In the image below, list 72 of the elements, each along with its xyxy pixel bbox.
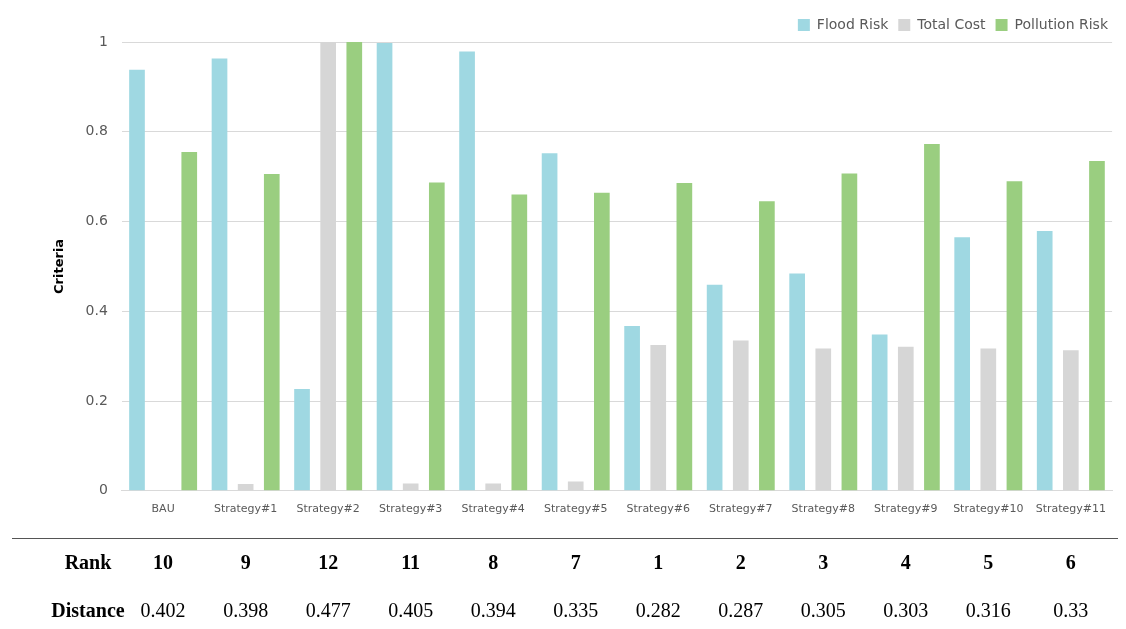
- bar: [211, 58, 228, 491]
- bar: [459, 51, 475, 491]
- text: 0.402: [139, 599, 187, 622]
- bar: [511, 194, 528, 491]
- text: 6: [1064, 551, 1077, 574]
- y-tick-label: 0.8: [85, 122, 108, 139]
- text: 12: [317, 551, 340, 574]
- text: Rank: [63, 551, 113, 574]
- bar: [1006, 181, 1023, 491]
- bar: [376, 42, 393, 491]
- y-axis-title: Criteria: [51, 238, 67, 294]
- legend-label: Total Cost: [916, 15, 987, 32]
- bar: [263, 173, 280, 491]
- bar: [954, 237, 971, 491]
- x-tick-label: Strategy#6: [626, 502, 690, 516]
- text: 4: [899, 551, 912, 574]
- text: 5: [982, 551, 995, 574]
- text: 0.405: [387, 599, 435, 622]
- text: 0.282: [634, 599, 682, 622]
- x-tick-label: Strategy#5: [544, 502, 608, 516]
- bar: [1089, 160, 1105, 491]
- text: 0.477: [304, 599, 352, 622]
- bar: [841, 173, 858, 491]
- y-tick-label: 0: [98, 481, 108, 498]
- y-tick-label: 0.2: [85, 391, 108, 408]
- text: 0.305: [799, 599, 847, 622]
- x-tick-label: Strategy#3: [379, 502, 443, 516]
- bar: [181, 151, 198, 491]
- bar: [789, 273, 805, 491]
- x-tick-label: Strategy#1: [213, 502, 278, 516]
- bar: [706, 284, 723, 491]
- x-tick-label: Strategy#4: [461, 502, 525, 516]
- text: 1: [652, 551, 665, 574]
- y-tick-label: 1: [98, 32, 108, 49]
- text: 0.303: [882, 599, 930, 622]
- bar: [346, 42, 363, 491]
- bar: [594, 192, 610, 491]
- x-tick-label: Strategy#11: [1035, 502, 1107, 516]
- text: 11: [400, 551, 422, 574]
- text: 7: [569, 551, 582, 574]
- bar: [294, 388, 310, 491]
- text: 9: [239, 551, 252, 574]
- text: 10: [152, 551, 175, 574]
- bar: [428, 182, 445, 491]
- x-tick-label: Strategy#9: [874, 502, 938, 516]
- x-tick-label: Strategy#7: [709, 502, 773, 516]
- bar: [924, 143, 940, 491]
- text: 0.335: [552, 599, 600, 622]
- text: 2: [734, 551, 747, 574]
- text: 0.398: [222, 599, 270, 622]
- y-tick-label: 0.6: [85, 212, 108, 229]
- bar: [541, 153, 558, 491]
- x-tick-label: BAU: [151, 502, 175, 516]
- y-tick-label: 0.4: [85, 301, 108, 318]
- text: 0.33: [1052, 599, 1090, 622]
- legend-label: Pollution Risk: [1014, 15, 1109, 32]
- text: Distance: [51, 599, 125, 621]
- x-tick-label: Strategy#8: [791, 502, 855, 516]
- bar: [676, 182, 693, 491]
- bar: [871, 334, 888, 491]
- bar: [759, 201, 775, 491]
- bar: [1036, 230, 1053, 491]
- bar: [624, 326, 640, 491]
- x-tick-label: Strategy#10: [953, 502, 1024, 516]
- text: 8: [487, 551, 500, 574]
- legend-label: Flood Risk: [816, 15, 890, 32]
- text: 0.287: [717, 599, 765, 622]
- bar: [129, 69, 145, 491]
- text: 3: [817, 551, 830, 574]
- text: 0.316: [964, 599, 1012, 622]
- text: 0.394: [469, 599, 517, 622]
- x-tick-label: Strategy#2: [296, 502, 360, 516]
